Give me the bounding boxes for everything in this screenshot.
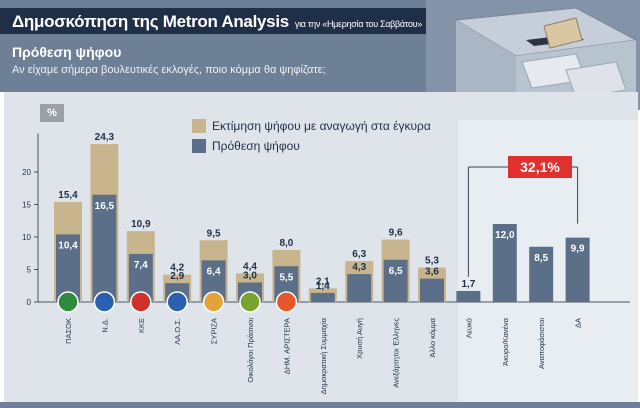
bar-intention [492,224,517,302]
data-label-estimate: 4,4 [243,261,257,272]
data-label-intention: 6,5 [389,266,403,277]
data-label-intention: 7,4 [134,260,148,271]
y-tick-label: 20 [22,168,31,177]
ecogreens-sunflower-icon [239,291,261,313]
legend-label-estimate: Εκτίμηση ψήφου με αναγωγή στα έγκυρα [212,119,431,133]
category-label: ΔΗΜ. ΑΡΙΣΤΕΡΑ [282,318,291,374]
legend-item-intention: Πρόθεση ψήφου [192,136,431,156]
category-label: Δημοκρατική Συμμαχία [319,317,328,394]
bottom-strip [0,402,640,408]
category-label: Ανεξάρτητοι Έλληνες [392,318,401,388]
data-label-estimate: 2,1 [316,276,330,287]
legend: Εκτίμηση ψήφου με αναγωγή στα έγκυρα Πρό… [192,116,431,156]
survey-question: Αν είχαμε σήμερα βουλευτικές εκλογές, πο… [12,64,326,76]
category-label: Ν.Δ. [100,318,109,333]
subtitle: Πρόθεση ψήφου [12,44,122,60]
title-suffix: για την «Ημερησία του Σαββάτου» [294,19,422,29]
bar-intention [56,234,80,302]
category-label: ΚΚΕ [137,318,146,333]
category-label: Χρυσή Αυγή [355,318,364,359]
title-text: Δημοσκόπηση της Metron Analysis [12,12,289,31]
data-label-intention: 12,0 [495,230,515,241]
data-label-estimate: 15,4 [58,190,78,201]
data-label-estimate: 6,3 [352,249,366,260]
legend-item-estimate: Εκτίμηση ψήφου με αναγωγή στα έγκυρα [192,116,431,136]
bar-intention [456,290,481,302]
data-label-intention: 8,5 [534,253,548,264]
dimar-icon [275,291,298,313]
data-label-intention: 3,0 [243,271,257,282]
y-tick-label: 0 [27,298,32,307]
data-label-intention: 4,3 [352,262,366,273]
legend-label-intention: Πρόθεση ψήφου [212,139,300,153]
data-label-estimate: 24,3 [95,132,115,143]
laos-icon [166,291,188,313]
data-label-intention: 16,5 [95,201,115,212]
category-label: ΛΑ.Ο.Σ. [173,318,182,345]
category-label: Οικολόγοι Πράσινοι [246,318,255,383]
bar-intention [383,259,408,302]
syriza-flag-icon [202,291,225,313]
data-label-estimate: 5,3 [425,256,439,267]
y-tick-label: 10 [22,233,31,242]
y-tick-label: 15 [22,201,31,210]
ballot-box-photo [426,0,640,110]
data-label-estimate: 8,0 [279,238,293,249]
title: Δημοσκόπηση της Metron Analysis για την «… [12,12,422,32]
pasok-sun-icon [57,291,79,313]
nd-torch-icon [93,291,116,313]
data-label-intention: 1,7 [461,279,475,290]
bar-intention [347,274,372,302]
legend-swatch-estimate [192,119,206,133]
category-label: ΠΑΣΟΚ [64,318,73,344]
category-label: Αναποφάσιστοι [537,318,546,369]
y-tick-label: 5 [27,266,32,275]
data-label-estimate: 9,5 [207,228,221,239]
data-label-intention: 10,4 [58,240,78,251]
title-bar [0,8,440,34]
data-label-intention: 6,4 [207,266,221,277]
legend-swatch-intention [192,139,206,153]
percent-unit-badge: % [40,104,64,122]
category-label: Λευκό [464,318,473,338]
data-label-intention: 5,5 [279,272,293,283]
bar-intention [565,237,590,302]
category-label: ΣΥΡΙΖΑ [210,318,219,344]
data-label-intention: 1,4 [316,281,330,292]
data-label-estimate: 10,9 [131,219,151,230]
kke-hammer-sickle-icon [130,291,152,313]
bar-intention [310,292,335,302]
data-label-intention: 3,6 [425,267,439,278]
data-label-estimate: 9,6 [389,228,403,239]
bar-intention [92,194,117,302]
bar-intention [420,278,444,302]
data-label-estimate: 4,2 [170,263,184,274]
bracket-total-callout: 32,1% [508,156,572,178]
data-label-intention: 2,9 [170,271,184,282]
category-label: ΔΑ [574,318,583,328]
data-label-intention: 9,9 [571,244,585,255]
bar-intention [529,246,554,302]
category-label: Άλλο κόμμα [428,317,437,357]
category-label: Άκυρο/Κανένα [501,317,510,365]
